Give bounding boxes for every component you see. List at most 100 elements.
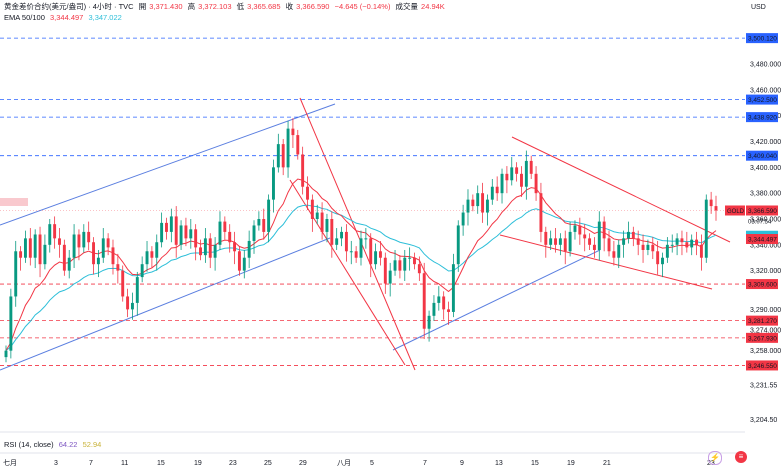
candle[interactable] <box>306 186 309 200</box>
trend-line[interactable] <box>299 97 416 371</box>
candle[interactable] <box>77 234 81 248</box>
candle[interactable] <box>194 229 198 248</box>
candle[interactable] <box>602 221 606 239</box>
candle[interactable] <box>38 234 42 265</box>
candle[interactable] <box>413 257 416 265</box>
candle[interactable] <box>685 242 689 248</box>
candle[interactable] <box>588 238 592 245</box>
candle[interactable] <box>466 199 470 213</box>
candle[interactable] <box>495 186 499 194</box>
candle[interactable] <box>272 167 275 200</box>
candle[interactable] <box>437 296 441 303</box>
candle[interactable] <box>252 225 256 241</box>
candle[interactable] <box>101 238 105 258</box>
candle[interactable] <box>276 144 280 168</box>
candle[interactable] <box>500 173 504 194</box>
candle[interactable] <box>310 199 314 219</box>
candle[interactable] <box>23 238 27 258</box>
candle[interactable] <box>432 302 436 316</box>
candle[interactable] <box>237 251 241 271</box>
candle[interactable] <box>680 238 684 243</box>
trend-line[interactable] <box>392 249 601 351</box>
candle[interactable] <box>62 244 66 271</box>
candle[interactable] <box>4 350 8 358</box>
candle[interactable] <box>656 251 660 265</box>
candle[interactable] <box>135 277 139 303</box>
candle[interactable] <box>43 244 47 265</box>
candle[interactable] <box>130 302 134 310</box>
candle[interactable] <box>208 238 212 258</box>
candle[interactable] <box>335 238 339 245</box>
candle[interactable] <box>189 229 193 239</box>
candle[interactable] <box>291 128 295 136</box>
candle[interactable] <box>14 251 18 297</box>
candle[interactable] <box>544 231 548 245</box>
candle[interactable] <box>651 244 655 252</box>
candle[interactable] <box>374 251 378 265</box>
candle[interactable] <box>627 231 630 239</box>
candle[interactable] <box>301 154 305 187</box>
candle[interactable] <box>145 251 149 265</box>
candle[interactable] <box>262 219 266 232</box>
trend-line[interactable] <box>499 234 713 290</box>
candle[interactable] <box>583 234 587 239</box>
candle[interactable] <box>169 216 173 232</box>
lightning-icon[interactable]: ⚡ <box>708 451 722 465</box>
candle[interactable] <box>281 144 285 168</box>
candle[interactable] <box>354 251 358 258</box>
candle[interactable] <box>665 244 669 258</box>
candle[interactable] <box>568 231 572 252</box>
candle[interactable] <box>92 242 95 265</box>
candle[interactable] <box>150 251 154 258</box>
candle[interactable] <box>116 264 120 271</box>
candle[interactable] <box>296 135 300 155</box>
candle[interactable] <box>111 247 115 265</box>
candle[interactable] <box>160 222 164 243</box>
candle[interactable] <box>563 238 567 252</box>
rsi-legend[interactable]: RSI (14, close) 64.22 52.94 <box>4 440 104 449</box>
candle[interactable] <box>456 225 460 265</box>
candle[interactable] <box>325 219 329 232</box>
candle[interactable] <box>631 231 635 239</box>
candle[interactable] <box>622 238 626 245</box>
candle[interactable] <box>524 160 528 187</box>
candle[interactable] <box>578 225 582 235</box>
candle[interactable] <box>641 244 645 250</box>
candle[interactable] <box>675 238 679 245</box>
candle[interactable] <box>174 216 178 245</box>
candle[interactable] <box>408 257 412 259</box>
candle[interactable] <box>349 251 353 253</box>
trend-line[interactable] <box>0 237 331 371</box>
candle[interactable] <box>505 173 509 181</box>
candle[interactable] <box>247 240 251 258</box>
candle[interactable] <box>213 244 217 258</box>
candle[interactable] <box>529 160 533 174</box>
candle[interactable] <box>378 251 382 258</box>
candle[interactable] <box>670 244 674 246</box>
candle[interactable] <box>165 222 168 232</box>
candle[interactable] <box>461 212 465 226</box>
candle[interactable] <box>471 199 475 207</box>
candle[interactable] <box>121 270 125 297</box>
candle[interactable] <box>257 219 261 226</box>
candle[interactable] <box>573 225 577 232</box>
candle[interactable] <box>481 193 485 213</box>
candle[interactable] <box>704 199 708 258</box>
candle[interactable] <box>199 247 202 256</box>
candle[interactable] <box>359 238 363 258</box>
candle[interactable] <box>330 219 334 245</box>
candle[interactable] <box>28 238 32 258</box>
candle[interactable] <box>661 257 664 265</box>
candle[interactable] <box>53 224 57 239</box>
ema100-line[interactable] <box>5 204 717 352</box>
candle[interactable] <box>534 173 538 194</box>
candle[interactable] <box>315 212 319 219</box>
candle[interactable] <box>233 242 237 252</box>
candle[interactable] <box>597 221 601 250</box>
candle[interactable] <box>87 231 91 243</box>
candle[interactable] <box>690 239 694 248</box>
candle[interactable] <box>140 264 144 278</box>
trend-line[interactable] <box>511 136 731 243</box>
candle[interactable] <box>48 224 52 245</box>
candle[interactable] <box>447 309 450 312</box>
